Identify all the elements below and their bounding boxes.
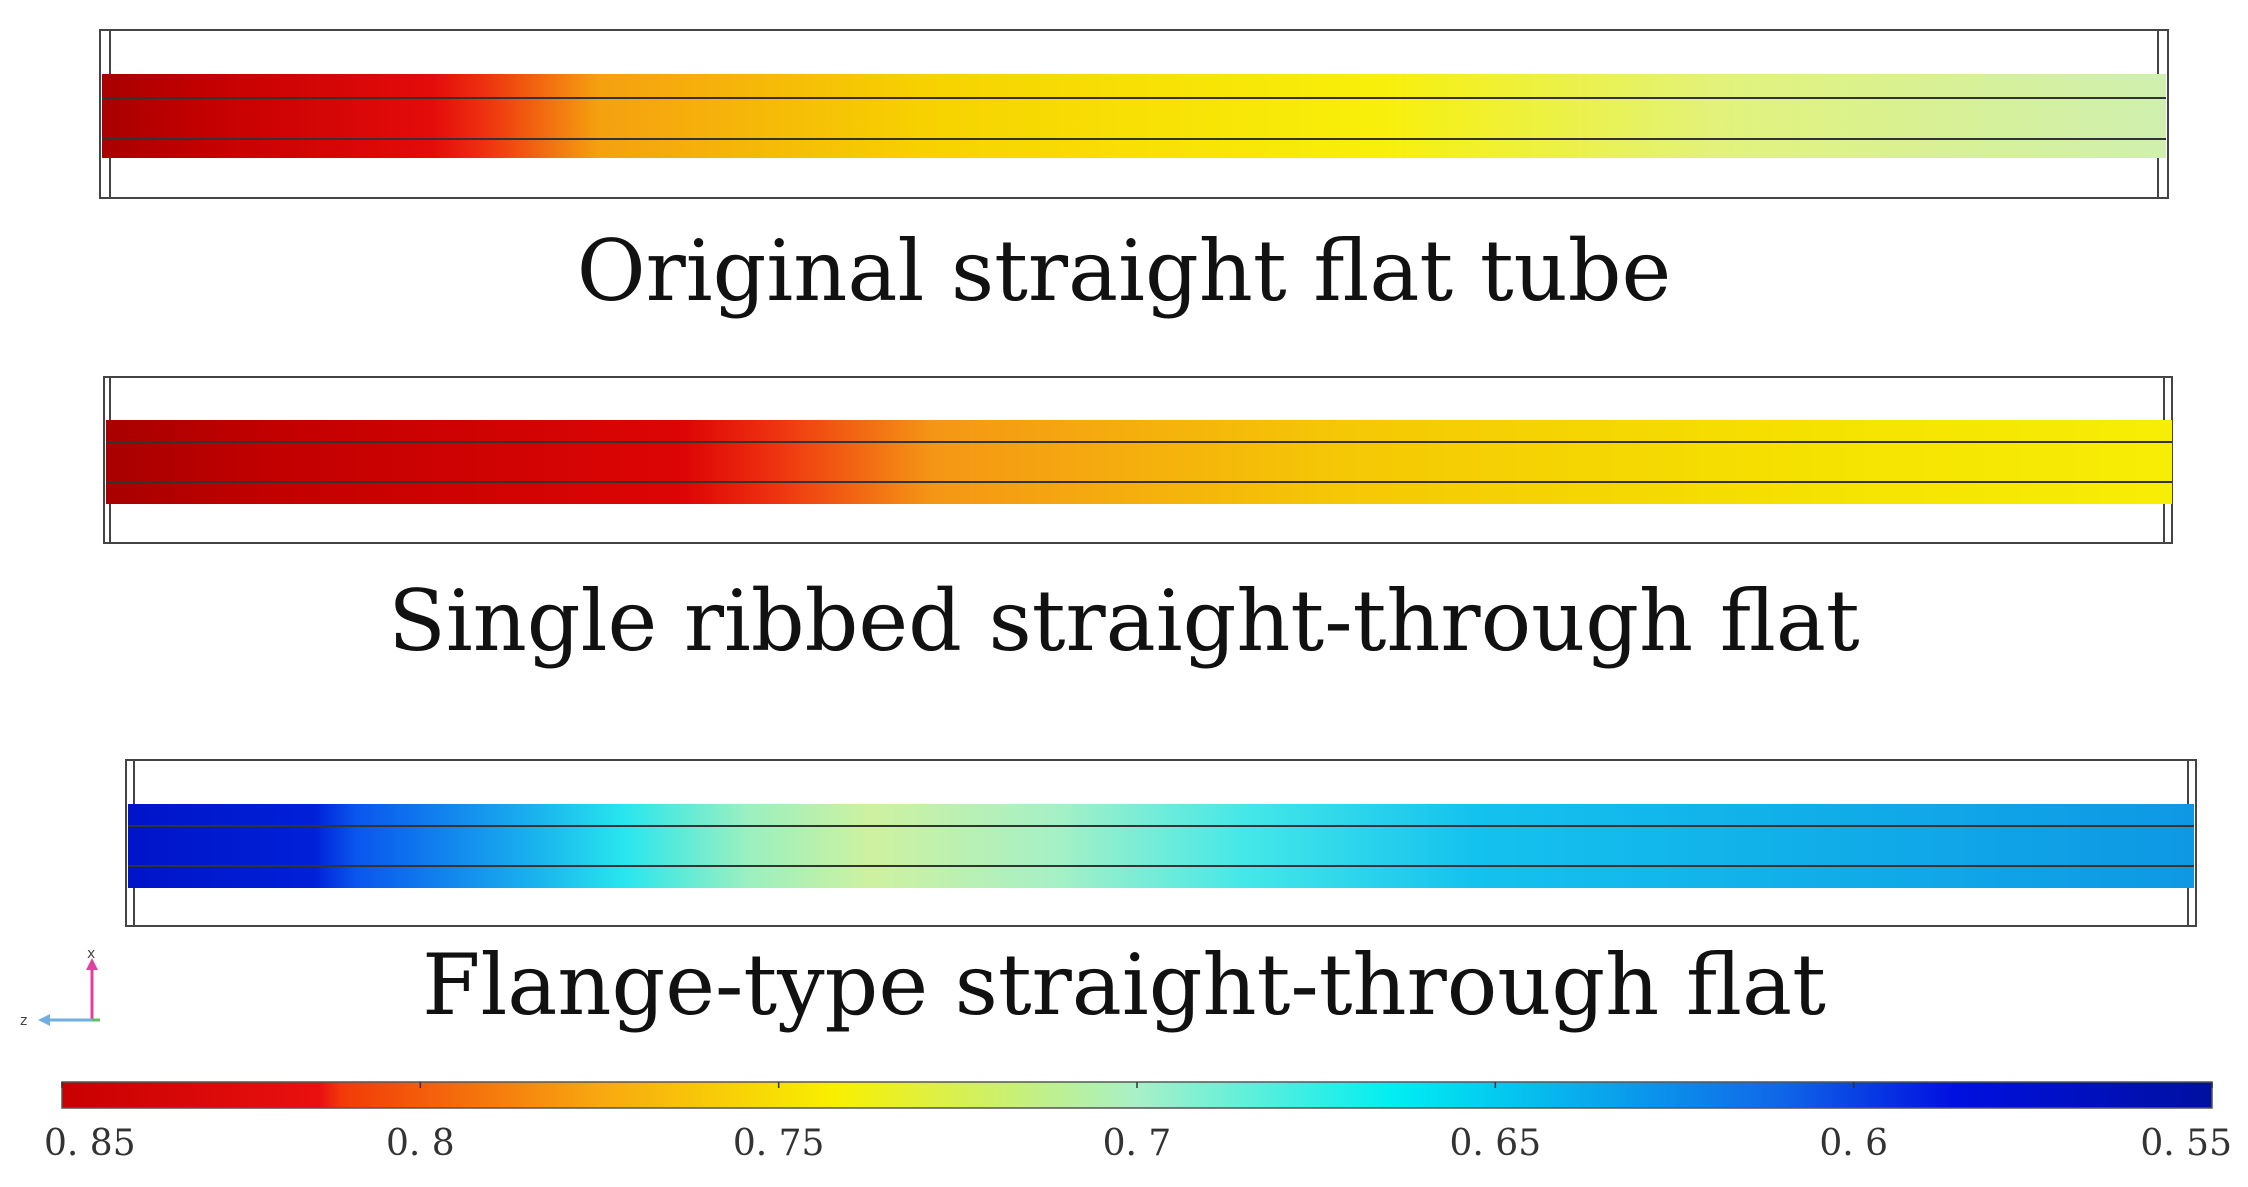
caption-original-tube: Original straight flat tube xyxy=(576,222,1672,320)
colorbar-tick-label: 0. 55 xyxy=(2140,1123,2232,1164)
colorbar-ticks: 0. 85 0. 8 0. 75 0. 7 0. 65 0. 6 0. 55 xyxy=(44,1082,2232,1164)
tube-outline xyxy=(99,29,2169,199)
caption-flange-type: Flange-type straight-through flat xyxy=(422,936,1826,1034)
colorbar-tick-label: 0. 7 xyxy=(1103,1123,1172,1164)
tube-contour xyxy=(128,804,2194,888)
z-axis-arrowhead xyxy=(38,1014,50,1026)
caption-single-ribbed: Single ribbed straight-through flat xyxy=(388,572,1860,670)
x-axis-label: x xyxy=(87,946,95,962)
panel-single-ribbed xyxy=(103,376,2173,544)
colorbar-tick-label: 0. 8 xyxy=(386,1123,455,1164)
colorbar: 0. 85 0. 8 0. 75 0. 7 0. 65 0. 6 0. 55 xyxy=(44,1081,2232,1164)
colorbar-tick-label: 0. 65 xyxy=(1450,1123,1542,1164)
tube-contour xyxy=(106,420,2172,504)
tube-outline xyxy=(125,759,2197,927)
tube-contour xyxy=(102,74,2166,158)
panel-flange-type xyxy=(125,759,2197,927)
z-axis-label: z xyxy=(20,1013,27,1029)
colorbar-tick-label: 0. 75 xyxy=(733,1123,825,1164)
colorbar-tick-label: 0. 6 xyxy=(1819,1123,1888,1164)
axes-triad: x z xyxy=(20,946,100,1029)
x-axis-arrowhead xyxy=(86,958,98,970)
panel-original-tube xyxy=(99,29,2169,199)
colorbar-tick-label: 0. 85 xyxy=(44,1123,136,1164)
